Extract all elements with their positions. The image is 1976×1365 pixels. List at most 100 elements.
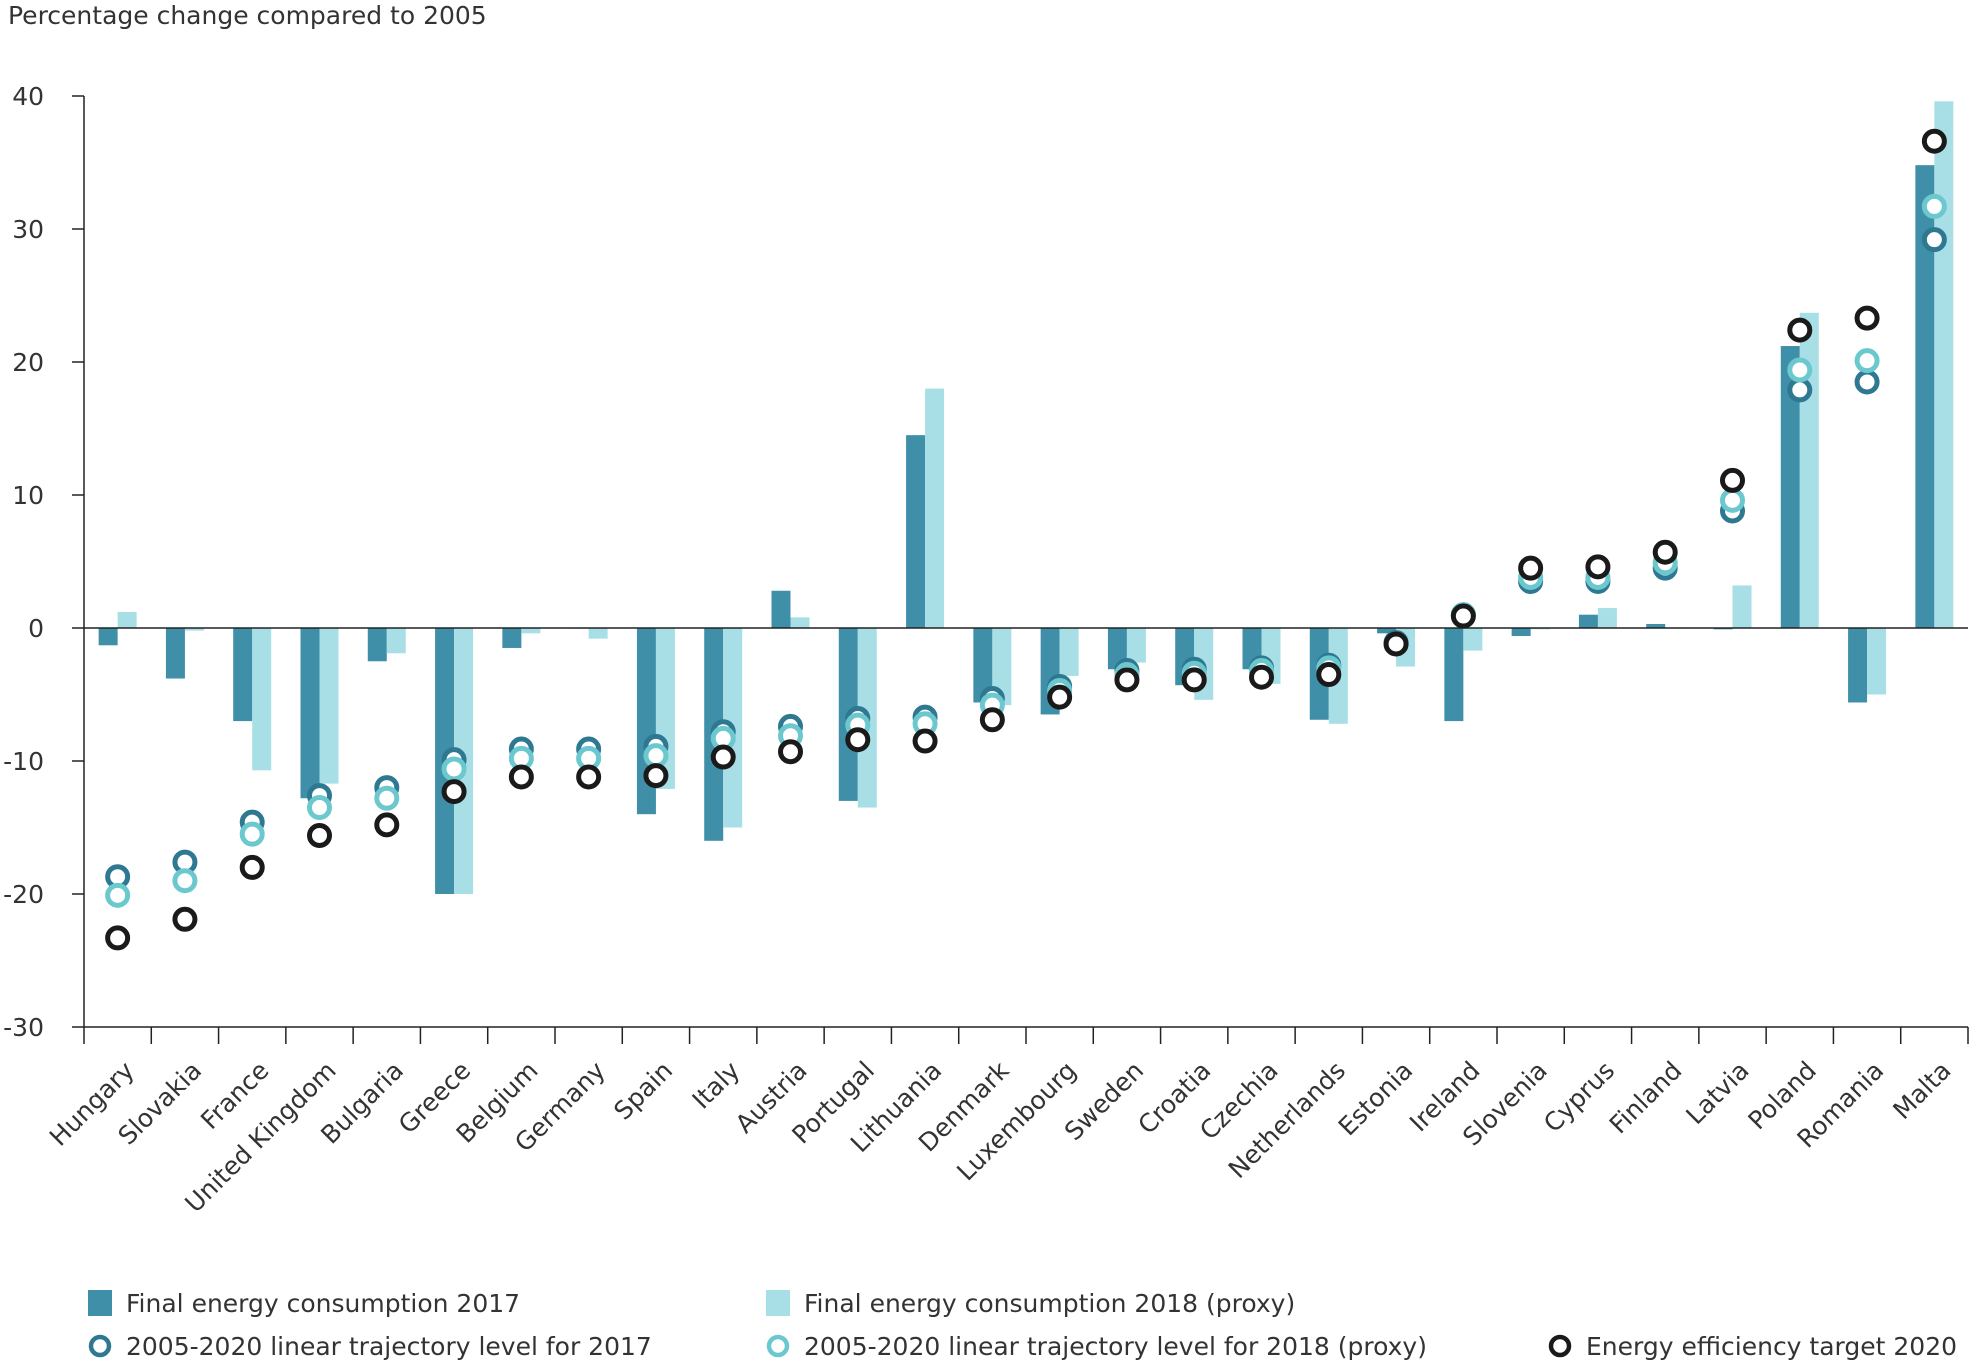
marker-target-2020 — [979, 707, 1005, 733]
marker-trajectory-2018 — [239, 821, 265, 847]
bar-2017 — [367, 628, 387, 662]
legend: Final energy consumption 2017 Final energ… — [88, 1289, 1957, 1361]
marker-target-2020 — [374, 812, 400, 838]
y-tick-label: 0 — [28, 614, 44, 643]
bar-2018 — [1463, 628, 1483, 651]
y-tick-label: 30 — [12, 215, 44, 244]
y-tick-label: -20 — [3, 880, 44, 909]
y-tick-label: 40 — [12, 82, 44, 111]
marker-target-2020 — [845, 727, 871, 753]
bar-2018 — [386, 628, 406, 654]
marker-target-2020 — [1450, 603, 1476, 629]
bar-2017 — [233, 628, 253, 722]
marker-target-2020 — [1921, 128, 1947, 154]
bar-2018 — [252, 628, 272, 771]
bar-2017 — [771, 590, 791, 628]
bar-2018 — [925, 388, 945, 628]
y-tick-label: -10 — [3, 747, 44, 776]
marker-target-2020 — [508, 764, 534, 790]
bar-2017 — [1377, 628, 1397, 634]
legend-marker-trajectory-2018 — [766, 1334, 790, 1358]
marker-trajectory-2018 — [643, 743, 669, 769]
y-axis: 40 30 20 10 0 -10 -20 -30 — [3, 82, 85, 1042]
marker-trajectory-2018 — [105, 882, 131, 908]
marker-target-2020 — [1047, 684, 1073, 710]
marker-trajectory-2018 — [172, 868, 198, 894]
marker-trajectory-2018 — [441, 756, 467, 782]
bar-2017 — [1107, 628, 1127, 670]
x-tick-label: Spain — [608, 1056, 678, 1126]
marker-target-2020 — [441, 779, 467, 805]
x-tick-label: Latvia — [1680, 1056, 1754, 1130]
bar-2018 — [1059, 628, 1079, 676]
legend-swatch-2017 — [88, 1290, 112, 1316]
marker-target-2020 — [1720, 467, 1745, 493]
y-tick-label: 20 — [12, 348, 44, 377]
bar-2017 — [1511, 628, 1531, 636]
marker-trajectory-2018 — [374, 785, 400, 811]
bar-2018 — [117, 612, 137, 628]
bar-2018 — [1732, 585, 1752, 628]
bar-2018 — [1126, 628, 1146, 663]
markers — [105, 128, 1947, 951]
bar-2018 — [992, 628, 1012, 706]
bar-2017 — [502, 628, 522, 648]
bar-2018 — [184, 628, 204, 631]
legend-marker-target-2020 — [1548, 1334, 1572, 1358]
bar-2018 — [1597, 608, 1617, 628]
bar-2017 — [1780, 346, 1800, 628]
bar-2017 — [1444, 628, 1464, 722]
marker-target-2020 — [1518, 555, 1544, 581]
marker-target-2020 — [1181, 667, 1207, 693]
marker-target-2020 — [1854, 305, 1880, 331]
marker-trajectory-2017 — [1787, 377, 1813, 403]
x-tick-label: Malta — [1887, 1056, 1956, 1125]
marker-target-2020 — [912, 728, 938, 754]
marker-trajectory-2018 — [1854, 348, 1880, 374]
bar-2017 — [165, 628, 185, 679]
bar-2018 — [319, 628, 339, 784]
legend-label: 2005-2020 linear trajectory level for 20… — [126, 1332, 652, 1361]
marker-trajectory-2018 — [307, 795, 332, 821]
marker-target-2020 — [1787, 317, 1813, 343]
bar-2017 — [1578, 614, 1598, 628]
marker-target-2020 — [576, 764, 602, 790]
marker-target-2020 — [307, 822, 332, 848]
marker-target-2020 — [710, 744, 736, 770]
marker-trajectory-2018 — [1921, 193, 1947, 219]
bar-2017 — [1646, 624, 1666, 628]
marker-target-2020 — [1316, 662, 1342, 688]
legend-label: Final energy consumption 2017 — [126, 1289, 520, 1318]
x-tick-label: Netherlands — [1223, 1056, 1351, 1184]
bar-2017 — [98, 628, 118, 646]
legend-label: 2005-2020 linear trajectory level for 20… — [804, 1332, 1427, 1361]
marker-target-2020 — [1652, 539, 1678, 565]
bar-2017 — [1915, 165, 1935, 628]
marker-trajectory-2017 — [1921, 227, 1947, 253]
bar-2018 — [521, 628, 541, 634]
marker-trajectory-2018 — [1787, 357, 1813, 383]
marker-target-2020 — [778, 739, 803, 765]
x-tick-label: Finland — [1604, 1056, 1688, 1140]
bar-2017 — [906, 435, 926, 628]
marker-target-2020 — [1249, 664, 1274, 690]
marker-target-2020 — [239, 854, 265, 880]
x-tick-label: Cyprus — [1538, 1056, 1620, 1138]
marker-target-2020 — [643, 763, 669, 789]
marker-target-2020 — [1585, 554, 1611, 580]
bar-2018 — [588, 628, 608, 639]
legend-swatch-2018 — [766, 1290, 790, 1316]
marker-target-2020 — [172, 906, 198, 932]
bar-2018 — [1934, 101, 1954, 628]
marker-trajectory-2017 — [1854, 369, 1880, 395]
marker-target-2020 — [1383, 631, 1409, 657]
bar-2017 — [1848, 628, 1868, 703]
marker-trajectory-2018 — [1720, 487, 1745, 513]
bar-2017 — [300, 628, 320, 799]
legend-label: Final energy consumption 2018 (proxy) — [804, 1289, 1295, 1318]
bars — [98, 101, 1954, 894]
bar-2018 — [790, 617, 810, 628]
y-tick-label: -30 — [3, 1013, 44, 1042]
x-tick-label: Estonia — [1333, 1056, 1419, 1142]
